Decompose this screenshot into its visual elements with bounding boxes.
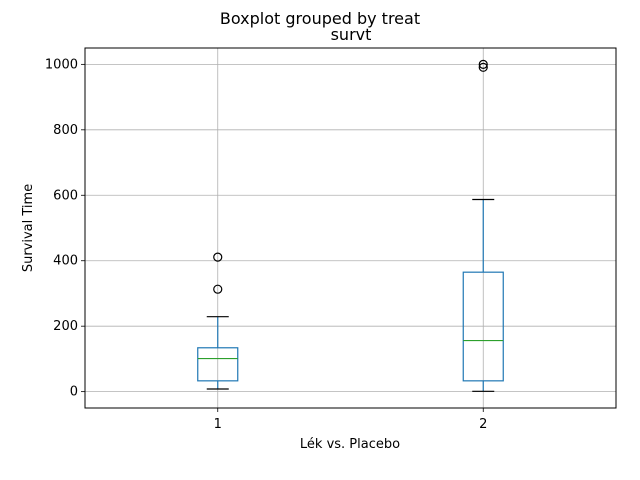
x-tick-label: 1	[214, 417, 222, 432]
box-group-2	[462, 59, 504, 392]
box-group-1	[197, 252, 239, 390]
outlier-point	[213, 284, 223, 294]
y-tick-label: 0	[70, 385, 78, 400]
x-axis-label: Lék vs. Placebo	[300, 437, 400, 452]
x-tick-label: 2	[479, 417, 487, 432]
y-tick-label: 200	[53, 319, 78, 334]
grid-lines	[85, 48, 616, 408]
y-tick-label: 1000	[45, 57, 78, 72]
y-tick-label: 400	[53, 254, 78, 269]
box-series	[197, 59, 504, 392]
iqr-box	[462, 271, 504, 382]
chart-title: survt	[331, 25, 372, 44]
outlier-point	[478, 59, 488, 69]
y-axis-ticks: 0 200 400 600 800 1000	[45, 57, 85, 400]
y-tick-label: 800	[53, 123, 78, 138]
iqr-box	[197, 347, 239, 382]
y-tick-label: 600	[53, 188, 78, 203]
outlier-point	[213, 252, 223, 262]
chart-suptitle: Boxplot grouped by treat	[220, 9, 420, 28]
y-axis-label: Survival Time	[21, 184, 36, 272]
outlier-point	[478, 62, 488, 72]
plot-frame	[84, 47, 617, 409]
